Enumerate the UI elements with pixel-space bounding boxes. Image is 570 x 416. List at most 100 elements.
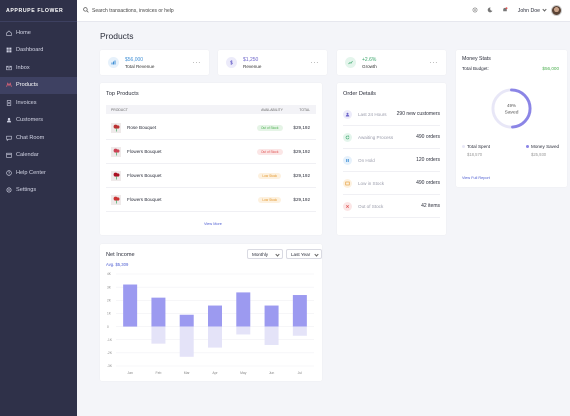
sidebar-item-invoices[interactable]: Invoices [0, 94, 77, 112]
x-tick-label: Jan [127, 371, 133, 375]
x-tick-label: Jun [269, 371, 275, 375]
search-icon [83, 6, 89, 15]
sidebar-item-label: Home [16, 29, 31, 36]
top-products-card: Top Products PRODUCT AVAILABILITY TOTAL … [100, 83, 322, 235]
chart-icon [108, 57, 119, 68]
user-menu[interactable]: John Doe [518, 5, 562, 16]
avatar[interactable] [551, 5, 562, 16]
table-row[interactable]: Flowers Bouquet Out of Stock $29,192 [106, 140, 316, 164]
total-budget-label: Total Budget: [462, 66, 489, 71]
total-budget-value: $56,000 [542, 66, 559, 71]
savings-ring: 49% Saved [491, 88, 532, 129]
inbox-icon [6, 65, 12, 71]
help-icon [6, 170, 12, 176]
income-bar[interactable] [208, 305, 222, 327]
product-thumbnail [111, 194, 121, 205]
more-options-icon[interactable]: ··· [429, 59, 438, 66]
stat-card-growth: +2.6% Growth ··· [337, 50, 446, 75]
legend-total-spent: Total Spent [462, 144, 490, 149]
order-detail-label: Awaiting Process [358, 134, 394, 140]
home-icon [6, 30, 12, 36]
sidebar-item-dashboard[interactable]: Dashboard [0, 42, 77, 60]
y-tick-label: 3K [107, 285, 112, 289]
sidebar-item-label: Dashboard [16, 47, 44, 54]
table-header: PRODUCT AVAILABILITY TOTAL [106, 105, 316, 114]
availability-badge: Low Stock [258, 196, 282, 203]
page-title: Products [100, 31, 134, 41]
order-detail-row: Out of Stock 42 items [343, 195, 440, 218]
sidebar-item-home[interactable]: Home [0, 24, 77, 42]
legend-dot [462, 145, 465, 148]
sidebar-item-products[interactable]: Products [0, 76, 77, 94]
sidebar-item-label: Chat Room [16, 134, 45, 141]
table-row[interactable]: Flowers Bouquet Low Stock $29,192 [106, 188, 316, 212]
cross-icon [343, 201, 352, 211]
sidebar-item-customers[interactable]: Customers [0, 112, 77, 130]
product-thumbnail [111, 146, 121, 157]
order-detail-row: Last 24 Hours 290 new customers [343, 103, 440, 126]
x-tick-label: Jul [298, 371, 303, 375]
more-options-icon[interactable]: ··· [310, 59, 319, 66]
period-select[interactable]: Monthly [247, 249, 283, 259]
availability-badge: Out of Stock [256, 124, 283, 131]
income-bar[interactable] [179, 314, 194, 327]
table-row[interactable]: Rose Bouquet Out of Stock $29,192 [106, 116, 316, 140]
income-bar[interactable] [123, 284, 138, 327]
sidebar-item-inbox[interactable]: Inbox [0, 59, 77, 77]
expense-bar[interactable] [236, 326, 251, 335]
money-stats-card: Money Stats Total Budget: $56,000 49% Sa… [456, 50, 567, 187]
table-row[interactable]: Flowers Bouquet Low Stock $29,192 [106, 164, 316, 188]
sidebar-item-label: Inbox [16, 64, 30, 71]
trend-icon [345, 57, 356, 68]
y-tick-label: -3K [107, 364, 113, 368]
order-detail-row: On Hold 120 orders [343, 149, 440, 172]
products-icon [6, 82, 12, 88]
net-income-card: Net Income Avg. $5,309 Monthly Last Year… [100, 244, 322, 381]
settings-gear-icon[interactable] [472, 7, 478, 15]
dollar-icon [226, 57, 237, 68]
stat-card-total-revenue: $56,000 Total Revenue ··· [100, 50, 209, 75]
sidebar-item-label: Invoices [16, 99, 37, 106]
sidebar-item-label: Settings [16, 187, 37, 194]
search-input[interactable] [92, 7, 252, 14]
view-full-report-link[interactable]: View Full Report [462, 176, 490, 180]
income-bar[interactable] [264, 305, 279, 327]
legend-saved-label: Money Saved [531, 144, 560, 149]
expense-bar[interactable] [208, 326, 222, 348]
product-name: Flowers Bouquet [127, 197, 162, 202]
expense-bar[interactable] [264, 326, 279, 345]
order-detail-row: Low in Stock 490 orders [343, 172, 440, 195]
stat-label: Total Revenue [125, 63, 155, 69]
product-name: Flowers Bouquet [127, 149, 162, 154]
product-thumbnail [111, 170, 121, 181]
y-tick-label: 1K [107, 312, 112, 316]
moon-icon[interactable] [487, 7, 493, 15]
range-select[interactable]: Last Year [286, 249, 322, 259]
y-tick-label: 2K [107, 298, 112, 302]
product-total: $29,192 [293, 173, 310, 178]
income-bar[interactable] [292, 295, 307, 327]
sidebar-item-help-center[interactable]: Help Center [0, 164, 77, 182]
notification-bell-icon[interactable] [502, 6, 508, 15]
x-tick-label: Mar [184, 371, 191, 375]
expense-bar[interactable] [179, 326, 194, 357]
chevron-down-icon [542, 7, 547, 12]
sidebar-item-chat-room[interactable]: Chat Room [0, 129, 77, 147]
income-bar[interactable] [151, 297, 166, 327]
sidebar-item-calendar[interactable]: Calendar [0, 147, 77, 165]
order-detail-row: Awaiting Process 490 orders [343, 126, 440, 149]
x-tick-label: May [240, 371, 247, 375]
expense-bar[interactable] [151, 326, 166, 344]
more-options-icon[interactable]: ··· [192, 59, 201, 66]
order-details-title: Order Details [343, 91, 376, 97]
sidebar-item-settings[interactable]: Settings [0, 182, 77, 200]
money-stats-title: Money Stats [462, 56, 491, 62]
sidebar-item-label: Calendar [16, 152, 39, 159]
expense-bar[interactable] [292, 326, 307, 336]
income-bar[interactable] [236, 292, 251, 327]
product-thumbnail [111, 122, 121, 133]
stat-label: Growth [362, 63, 377, 69]
customers-icon [6, 117, 12, 123]
net-income-title: Net Income [106, 252, 135, 258]
view-more-link[interactable]: View More [204, 222, 222, 226]
